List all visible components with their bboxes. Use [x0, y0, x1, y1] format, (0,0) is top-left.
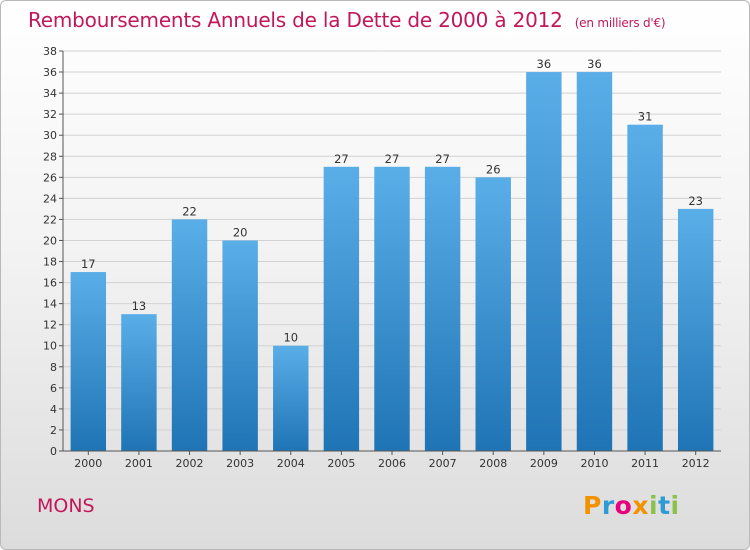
logo-letter: o	[614, 491, 633, 520]
x-tick-label: 2011	[631, 457, 659, 470]
data-label: 22	[182, 204, 197, 218]
bar	[424, 166, 461, 451]
data-label: 31	[638, 110, 653, 124]
x-tick-label: 2000	[74, 457, 102, 470]
bar	[526, 72, 562, 451]
logo-letter: t	[658, 491, 671, 520]
bar	[576, 72, 613, 451]
y-tick-label: 22	[43, 213, 57, 226]
x-tick-label: 2012	[682, 457, 710, 470]
y-tick-label: 28	[43, 150, 57, 163]
data-label: 27	[334, 152, 349, 166]
x-tick-label: 2002	[176, 457, 204, 470]
y-tick-label: 14	[43, 298, 57, 311]
proxiti-logo: Proxiti	[583, 491, 680, 520]
data-label: 13	[132, 299, 147, 313]
y-tick-label: 38	[43, 45, 57, 58]
y-tick-label: 8	[50, 361, 57, 374]
y-tick-label: 10	[43, 340, 57, 353]
bar	[374, 166, 410, 451]
data-label: 20	[233, 225, 248, 239]
data-label: 27	[435, 152, 450, 166]
bar	[70, 272, 107, 451]
data-labels: 17 13 22 20 10 27 27 27 26 36 36 31 23	[81, 57, 703, 345]
y-tick-label: 36	[43, 66, 57, 79]
y-tick-label: 6	[50, 382, 57, 395]
bars	[70, 72, 714, 452]
x-tick-label: 2005	[327, 457, 355, 470]
town-name: MONS	[37, 495, 95, 517]
data-label: 23	[688, 194, 703, 208]
x-tick-label: 2007	[429, 457, 457, 470]
x-tick-label: 2004	[277, 457, 305, 470]
y-tick-label: 16	[43, 277, 57, 290]
data-label: 17	[81, 257, 96, 271]
y-tick-label: 12	[43, 319, 57, 332]
logo-letter: i	[649, 491, 659, 520]
logo-letter: r	[601, 491, 615, 520]
y-tick-label: 24	[43, 192, 57, 205]
x-tick-label: 2009	[530, 457, 558, 470]
y-tick-label: 2	[50, 424, 57, 437]
data-label: 27	[385, 152, 400, 166]
bar	[627, 124, 663, 452]
y-tick-label: 4	[50, 403, 57, 416]
chart-unit: (en milliers d'€)	[574, 16, 666, 30]
data-label: 10	[283, 331, 298, 345]
data-label: 36	[587, 57, 602, 71]
y-tick-label: 20	[43, 234, 57, 247]
y-tick-label: 26	[43, 171, 57, 184]
x-tick-label: 2008	[479, 457, 507, 470]
bar	[121, 314, 157, 451]
logo-letter: i	[670, 491, 680, 520]
chart-title-text: Remboursements Annuels de la Dette de 20…	[28, 8, 563, 32]
data-label: 26	[486, 162, 501, 176]
chart-title: Remboursements Annuels de la Dette de 20…	[28, 8, 666, 32]
x-tick-label: 2006	[378, 457, 406, 470]
bar	[222, 240, 258, 451]
bar	[171, 219, 208, 451]
x-tick-label: 2001	[125, 457, 153, 470]
y-tick-label: 32	[43, 108, 57, 121]
y-tick-label: 18	[43, 256, 57, 269]
logo-letter: x	[632, 491, 649, 520]
logo-letter: P	[583, 491, 602, 520]
y-tick-label: 0	[50, 445, 57, 458]
x-tick-label: 2010	[580, 457, 608, 470]
y-tick-label: 30	[43, 129, 57, 142]
y-tick-label: 34	[43, 87, 57, 100]
bar	[677, 208, 714, 451]
bar	[323, 166, 360, 451]
data-label: 36	[537, 57, 552, 71]
x-tick-label: 2003	[226, 457, 254, 470]
bar	[475, 177, 511, 451]
bar	[273, 345, 309, 451]
